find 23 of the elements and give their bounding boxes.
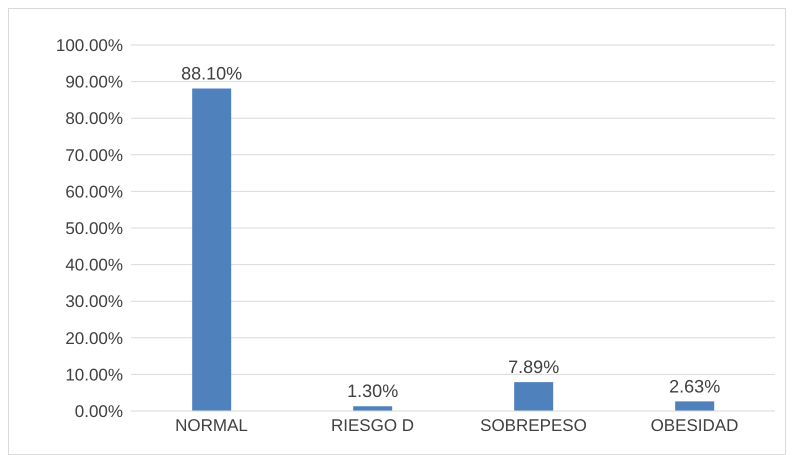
y-tick-label: 30.00% <box>65 292 123 312</box>
x-tick-label: OBESIDAD <box>650 416 738 436</box>
y-tick-label: 40.00% <box>65 256 123 275</box>
y-tick-label: 70.00% <box>65 146 123 165</box>
y-tick-label: 80.00% <box>65 109 123 128</box>
y-tick-label: 10.00% <box>65 365 123 384</box>
bar <box>514 382 554 411</box>
y-tick-label: 90.00% <box>65 72 123 92</box>
y-tick-label: 60.00% <box>65 182 123 202</box>
bar <box>675 401 714 411</box>
y-tick-label: 20.00% <box>65 328 123 348</box>
data-label: 88.10% <box>181 64 242 84</box>
bar <box>192 88 232 411</box>
y-tick-label: 100.00% <box>56 36 123 56</box>
x-tick-label: NORMAL <box>175 416 248 436</box>
x-tick-label: SOBREPESO <box>480 416 587 436</box>
data-label: 2.63% <box>669 376 720 396</box>
data-label: 7.89% <box>508 357 560 378</box>
y-tick-label: 50.00% <box>65 219 123 238</box>
y-tick-label: 0.00% <box>74 402 123 422</box>
data-label: 1.30% <box>347 381 398 402</box>
x-tick-label: RIESGO D <box>330 416 414 436</box>
bar <box>353 406 392 411</box>
